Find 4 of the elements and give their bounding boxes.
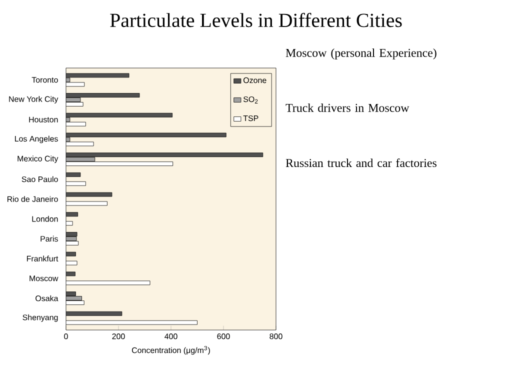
text: Truck drivers in Moscow: [286, 104, 410, 112]
chart-title: Particulate Levels in Different Cities: [110, 12, 402, 28]
text: Moscow (personal Experience): [286, 48, 436, 60]
text: Russian truck and car factories: [286, 158, 436, 168]
